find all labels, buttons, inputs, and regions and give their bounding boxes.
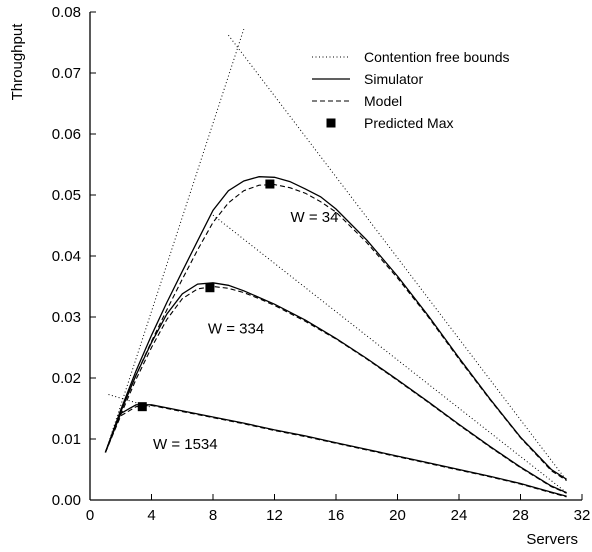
- x-tick-label: 4: [147, 507, 155, 524]
- x-tick-label: 16: [328, 507, 345, 524]
- w-annotation: W = 334: [208, 320, 264, 337]
- legend-swatch-square: [326, 118, 336, 128]
- bound-line: [108, 394, 152, 408]
- bound-line: [228, 34, 567, 481]
- simulator-line: [104, 404, 567, 497]
- x-tick-label: 28: [512, 507, 529, 524]
- w-annotation: W = 34: [291, 209, 339, 226]
- x-tick-label: 8: [209, 507, 217, 524]
- y-tick-label: 0.01: [52, 431, 81, 448]
- simulator-line: [104, 176, 567, 480]
- legend-label: Contention free bounds: [364, 49, 510, 65]
- y-tick-label: 0.08: [52, 4, 81, 21]
- legend-label: Predicted Max: [364, 115, 453, 131]
- contention-free-bounds: [104, 28, 567, 494]
- x-axis-label: Servers: [526, 531, 578, 548]
- y-axis-label: Throughput: [9, 23, 26, 101]
- y-tick-label: 0.05: [52, 187, 81, 204]
- bound-line: [212, 214, 567, 494]
- y-tick-label: 0.00: [52, 492, 81, 509]
- bound-line: [104, 28, 245, 453]
- curves: [104, 176, 567, 498]
- legend: Contention free bounds Simulator Model Pred…: [312, 49, 510, 131]
- annotations: W = 34 W = 334 W = 1534: [153, 209, 338, 453]
- y-tick-label: 0.06: [52, 126, 81, 143]
- legend-label: Simulator: [364, 71, 423, 87]
- x-tick-label: 12: [266, 507, 283, 524]
- simulator-line: [104, 282, 567, 494]
- predicted-max-marker: [265, 179, 275, 189]
- x-tick-label: 24: [451, 507, 468, 524]
- legend-label: Model: [364, 93, 402, 109]
- x-tick-label: 20: [389, 507, 406, 524]
- model-line: [104, 184, 567, 481]
- x-tick-label: 32: [574, 507, 591, 524]
- y-tick-label: 0.03: [52, 309, 81, 326]
- y-tick-label: 0.07: [52, 65, 81, 82]
- model-line: [104, 285, 567, 494]
- y-tick-label: 0.04: [52, 248, 81, 265]
- y-tick-label: 0.02: [52, 370, 81, 387]
- predicted-max-marker: [137, 402, 147, 412]
- x-tick-label: 0: [86, 507, 94, 524]
- predicted-max-markers: [137, 179, 275, 412]
- predicted-max-marker: [205, 283, 215, 293]
- axes: 0 4 8 12 16 20 24 28 32 0.00 0.01 0.02 0.03 0.04 0.05 0…: [9, 4, 590, 548]
- w-annotation: W = 1534: [153, 436, 218, 453]
